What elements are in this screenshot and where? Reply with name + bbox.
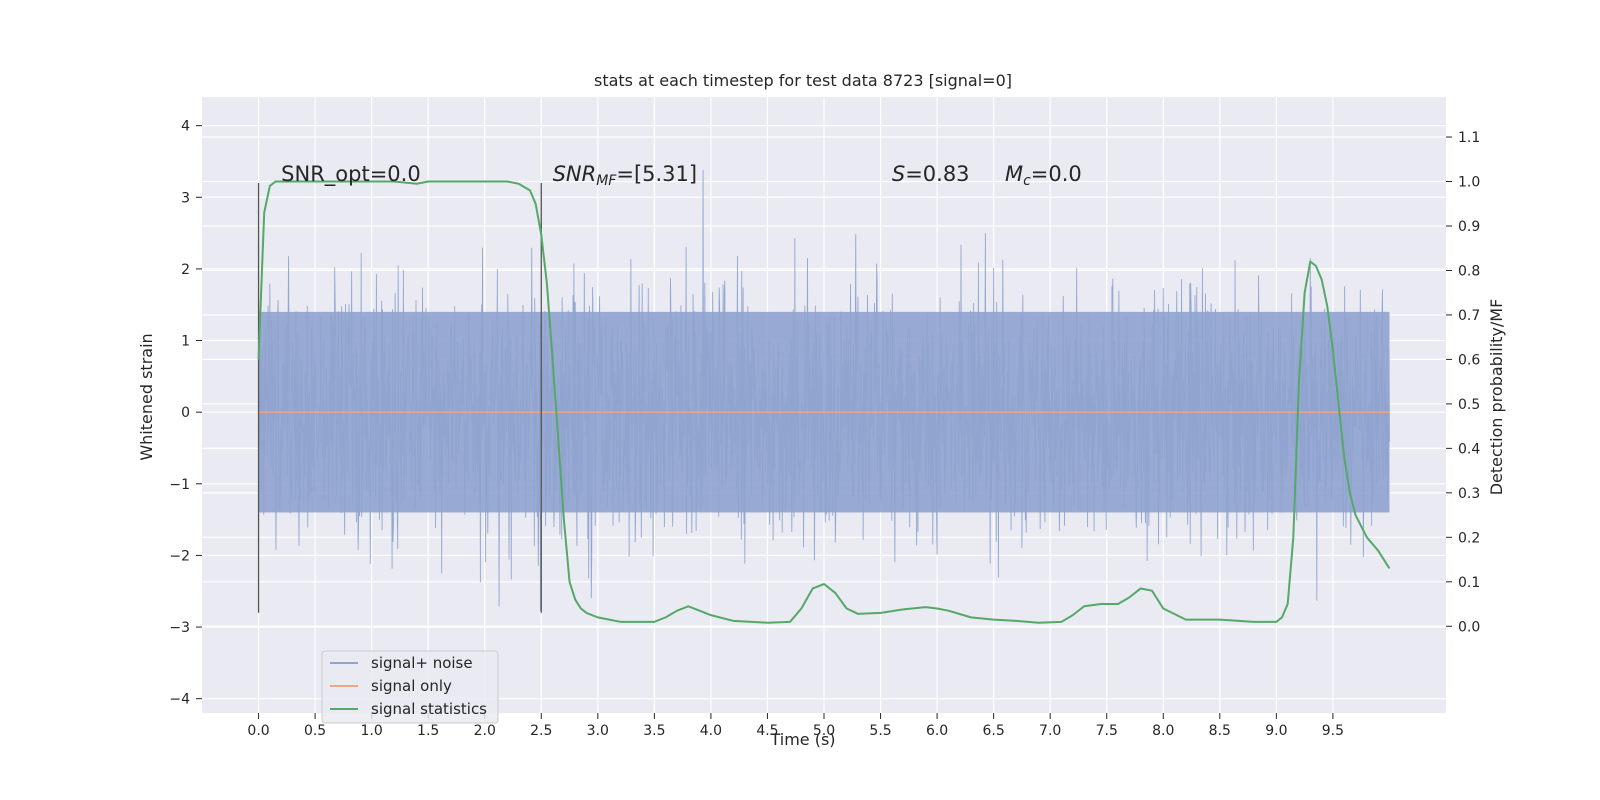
x-tick-label-0: 0.0 bbox=[247, 723, 269, 739]
annotations: SNR_opt=0.0 SNRMF=[5.31] S=0.83 Mc=0.0 bbox=[281, 162, 1082, 189]
y2-tick-label-11: 1.1 bbox=[1458, 130, 1480, 146]
y-axis-label: Whitened strain bbox=[137, 333, 156, 460]
legend-label-signal-noise: signal+ noise bbox=[371, 654, 473, 672]
x-tick-label-9: 4.5 bbox=[756, 723, 778, 739]
x-axis-label: Time (s) bbox=[769, 730, 835, 749]
y2-tick-label-9: 0.9 bbox=[1458, 219, 1480, 235]
y-tick-label-7: 3 bbox=[181, 190, 190, 206]
x-tick-label-12: 6.0 bbox=[926, 723, 948, 739]
legend: signal+ noise signal only signal statist… bbox=[321, 650, 499, 724]
y-tick-label-8: 4 bbox=[181, 119, 190, 135]
annotation-snr-opt: SNR_opt=0.0 bbox=[281, 162, 421, 187]
y2-tick-label-2: 0.2 bbox=[1458, 530, 1480, 546]
marker-lines bbox=[257, 182, 542, 613]
y-tick-label-6: 2 bbox=[181, 262, 190, 278]
y2-axis-label: Detection probability/MF bbox=[1487, 299, 1506, 496]
series-signal-statistics bbox=[257, 180, 1391, 624]
x-tick-label-15: 7.5 bbox=[1096, 723, 1118, 739]
x-tick-label-10: 5.0 bbox=[813, 723, 835, 739]
x-tick-label-2: 1.0 bbox=[361, 723, 383, 739]
y2-tick-label-4: 0.4 bbox=[1458, 441, 1480, 457]
legend-label-signal-statistics: signal statistics bbox=[371, 700, 487, 718]
y2-tick-label-7: 0.7 bbox=[1458, 308, 1480, 324]
signal-statistics-line bbox=[257, 180, 1391, 624]
y-tick-label-3: −1 bbox=[169, 477, 190, 493]
x-tick-label-16: 8.0 bbox=[1152, 723, 1174, 739]
legend-box bbox=[321, 650, 499, 724]
y-tick-label-4: 0 bbox=[181, 405, 190, 421]
x-axis-ticks: 0.0 0.5 1.0 1.5 2.0 2.5 3.0 3.5 4.0 4.5 5.0 5.5 6.0 6… bbox=[247, 713, 1344, 739]
x-tick-label-4: 2.0 bbox=[474, 723, 496, 739]
y2-tick-label-0: 0.0 bbox=[1458, 619, 1480, 635]
y2-tick-label-10: 1.0 bbox=[1458, 175, 1480, 191]
y2-tick-label-3: 0.3 bbox=[1458, 486, 1480, 502]
x-tick-label-14: 7.0 bbox=[1039, 723, 1061, 739]
x-tick-label-1: 0.5 bbox=[304, 723, 326, 739]
y-tick-label-2: −2 bbox=[169, 548, 190, 564]
annotation-mc: Mc=0.0 bbox=[1005, 162, 1082, 189]
noise-trace bbox=[258, 170, 1390, 611]
y2-tick-label-6: 0.6 bbox=[1458, 352, 1480, 368]
y2-tick-label-5: 0.5 bbox=[1458, 397, 1480, 413]
y2-axis-ticks: 0.0 0.1 0.2 0.3 0.4 0.5 0.6 0.7 0.8 0.9 1.0 1.1 bbox=[1446, 130, 1480, 635]
x-tick-label-5: 2.5 bbox=[530, 723, 552, 739]
y-tick-label-1: −3 bbox=[169, 620, 190, 636]
annotation-snr-mf: SNRMF=[5.31] bbox=[553, 162, 698, 189]
y2-tick-label-1: 0.1 bbox=[1458, 575, 1480, 591]
x-tick-label-19: 9.5 bbox=[1322, 723, 1344, 739]
x-tick-label-6: 3.0 bbox=[587, 723, 609, 739]
x-tick-label-18: 9.0 bbox=[1265, 723, 1287, 739]
y-axis-ticks: −4 −3 −2 −1 0 1 2 3 4 bbox=[169, 119, 202, 708]
x-tick-label-13: 6.5 bbox=[983, 723, 1005, 739]
y2-tick-label-8: 0.8 bbox=[1458, 263, 1480, 279]
y-tick-label-5: 1 bbox=[181, 334, 190, 350]
x-tick-label-17: 8.5 bbox=[1209, 723, 1231, 739]
x-tick-label-11: 5.5 bbox=[869, 723, 891, 739]
legend-label-signal-only: signal only bbox=[371, 677, 452, 695]
annotation-s-stat: S=0.83 bbox=[892, 162, 970, 186]
x-tick-label-3: 1.5 bbox=[417, 723, 439, 739]
chart-title: stats at each timestep for test data 872… bbox=[594, 71, 1012, 90]
x-tick-label-8: 4.0 bbox=[700, 723, 722, 739]
y-tick-label-0: −4 bbox=[169, 692, 190, 708]
x-tick-label-7: 3.5 bbox=[643, 723, 665, 739]
